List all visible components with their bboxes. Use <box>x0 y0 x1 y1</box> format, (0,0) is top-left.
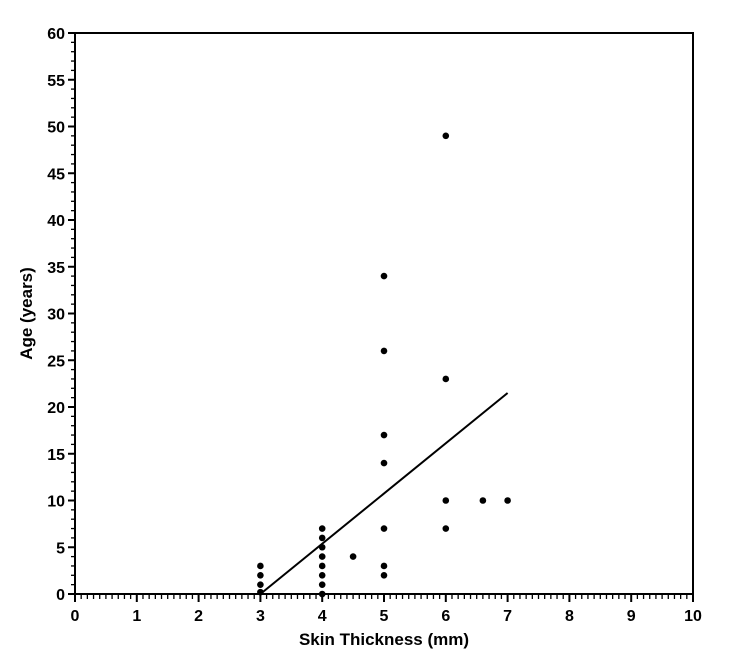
data-point <box>318 553 326 560</box>
data-point <box>318 534 326 542</box>
y-axis-title: Age (years) <box>17 267 36 360</box>
data-point <box>257 562 264 570</box>
y-tick-label: 55 <box>47 73 65 90</box>
x-tick-label: 9 <box>627 608 636 625</box>
x-axis-title: Skin Thickness (mm) <box>299 630 469 649</box>
data-point <box>257 572 264 579</box>
data-point <box>380 459 388 467</box>
y-tick-label: 15 <box>47 447 65 464</box>
y-tick-label: 45 <box>47 166 65 183</box>
data-point <box>318 581 326 588</box>
y-tick-label: 0 <box>56 587 65 604</box>
data-point <box>380 562 388 570</box>
data-point <box>318 562 326 570</box>
data-point <box>442 525 450 532</box>
x-tick-label: 5 <box>380 608 389 625</box>
data-point <box>380 572 388 579</box>
x-tick-label: 1 <box>132 608 141 625</box>
y-tick-label: 50 <box>47 120 65 137</box>
data-point <box>442 132 450 140</box>
x-tick-label: 8 <box>565 608 574 625</box>
y-tick-label: 30 <box>47 307 65 324</box>
x-tick-label: 0 <box>71 608 80 625</box>
data-point <box>318 525 326 532</box>
data-point <box>380 525 388 532</box>
y-tick-label: 5 <box>56 540 65 557</box>
data-point <box>479 497 487 504</box>
y-tick-label: 10 <box>47 494 65 511</box>
plot-frame <box>74 32 694 595</box>
data-point <box>257 588 264 596</box>
y-tick-label: 40 <box>47 213 65 230</box>
y-tick-label: 35 <box>47 260 65 277</box>
data-point <box>380 431 388 439</box>
data-point <box>442 497 450 504</box>
data-point <box>318 590 326 598</box>
y-tick-label: 25 <box>47 353 65 370</box>
x-tick-label: 7 <box>503 608 512 625</box>
data-point <box>380 272 388 280</box>
x-tick-label: 2 <box>194 608 203 625</box>
y-tick-label: 60 <box>47 26 65 43</box>
x-tick-label: 10 <box>684 608 702 625</box>
data-point <box>380 347 388 355</box>
trend-line <box>259 392 509 595</box>
data-point <box>318 543 326 551</box>
x-tick-label: 6 <box>441 608 450 625</box>
data-point <box>349 553 357 560</box>
data-point <box>442 375 450 383</box>
data-point <box>257 581 264 588</box>
data-point <box>318 572 326 579</box>
y-tick-label: 20 <box>47 400 65 417</box>
x-tick-label: 3 <box>256 608 265 625</box>
data-point <box>504 497 511 504</box>
x-tick-label: 4 <box>318 608 327 625</box>
